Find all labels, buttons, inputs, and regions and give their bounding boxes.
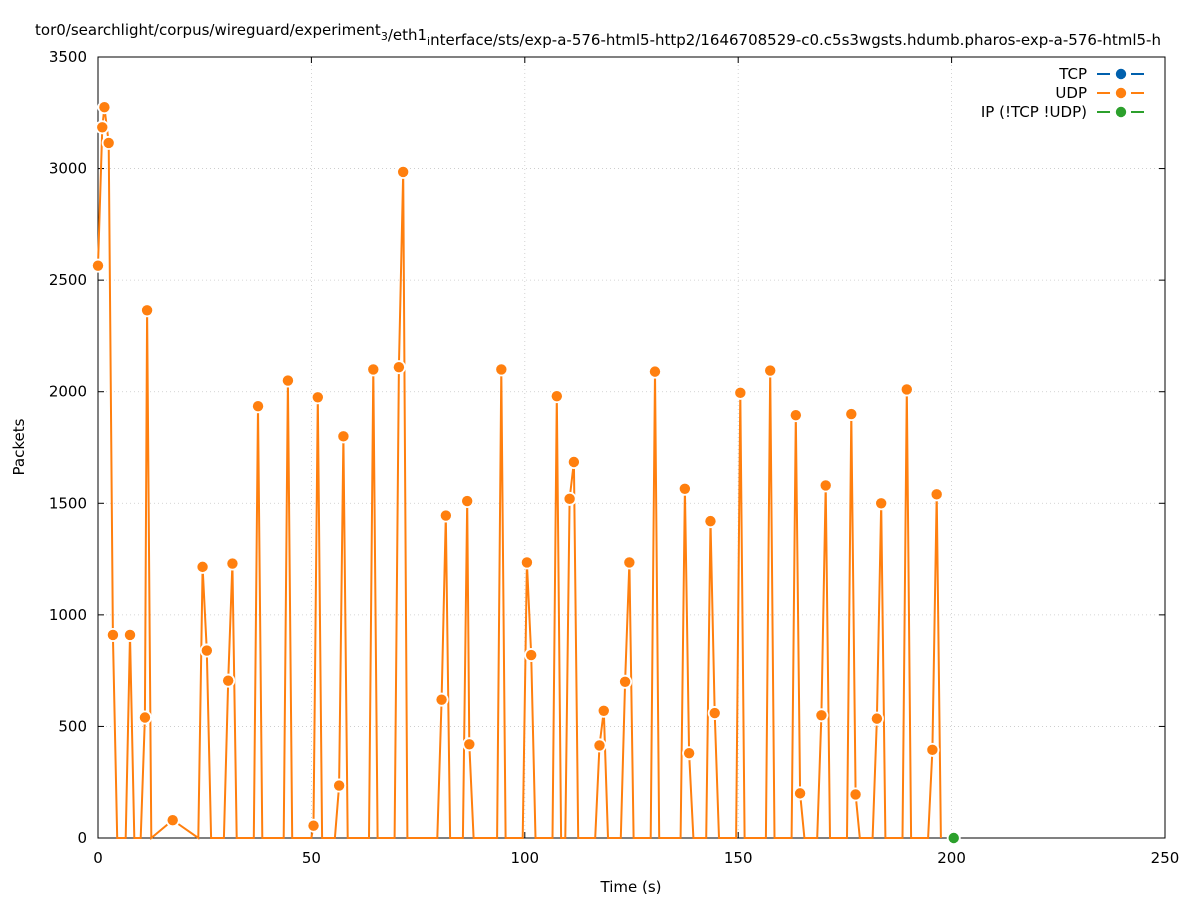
legend-label: UDP — [1055, 84, 1087, 102]
data-point — [227, 558, 238, 569]
data-point — [551, 390, 563, 402]
title-segment: nterface/sts/exp-a-576-html5-http2/16467… — [430, 31, 1161, 49]
data-point — [679, 483, 691, 494]
data-point — [99, 102, 110, 113]
x-tick-label: 150 — [724, 849, 753, 867]
series-layer — [91, 100, 961, 845]
data-point — [927, 744, 938, 756]
data-point — [705, 515, 716, 527]
data-point — [92, 260, 104, 271]
data-point — [436, 694, 447, 705]
series-line — [97, 107, 942, 841]
legend-marker — [1115, 68, 1127, 80]
data-point — [167, 814, 178, 826]
title-segment: tor0/searchlight/corpus/wireguard/experi… — [35, 21, 381, 39]
data-point — [308, 820, 319, 831]
x-tick-label: 0 — [93, 849, 103, 867]
data-point — [816, 710, 827, 721]
x-tick-label: 250 — [1151, 849, 1180, 867]
data-point — [846, 408, 857, 420]
data-point — [820, 480, 831, 491]
data-point — [624, 557, 635, 568]
plot-frame — [97, 56, 1166, 839]
legend-label: TCP — [1058, 65, 1087, 83]
data-point — [765, 365, 776, 376]
x-tick-label: 200 — [937, 849, 966, 867]
data-point — [564, 493, 575, 505]
data-point — [790, 409, 802, 421]
data-point — [521, 557, 533, 568]
y-tick-label: 3000 — [49, 160, 87, 178]
y-tick-label: 500 — [58, 717, 87, 735]
data-point — [931, 489, 942, 500]
data-point — [594, 740, 605, 751]
data-point — [103, 137, 114, 149]
legend-marker — [1115, 106, 1127, 118]
data-point — [619, 676, 631, 687]
axis-ticks: 0 50 100 150 200 2500500100015002000250030003… — [49, 48, 1180, 867]
data-point — [440, 510, 452, 521]
data-point — [368, 364, 379, 375]
data-point — [948, 832, 959, 844]
data-point — [526, 649, 537, 661]
series-1 — [91, 100, 944, 841]
y-tick-label: 2500 — [49, 271, 87, 289]
x-axis-label: Time (s) — [600, 878, 662, 896]
data-point — [197, 561, 208, 573]
data-point — [393, 361, 405, 373]
title-subscript: 3 — [381, 30, 388, 43]
data-point — [222, 675, 234, 686]
title-subscript: i — [427, 35, 430, 48]
legend-marker — [1115, 87, 1127, 99]
y-axis-label: Packets — [10, 418, 28, 475]
data-point — [124, 629, 136, 641]
data-point — [97, 122, 108, 133]
data-point — [464, 739, 475, 750]
data-point — [252, 401, 264, 412]
title-segment: /eth1 — [388, 26, 427, 44]
data-point — [107, 629, 119, 641]
data-point — [735, 387, 746, 399]
y-tick-label: 2000 — [49, 383, 87, 401]
data-point — [850, 789, 861, 800]
data-point — [282, 375, 294, 386]
y-tick-label: 0 — [77, 829, 87, 847]
data-point — [709, 707, 720, 719]
y-tick-label: 3500 — [49, 48, 87, 66]
data-point — [461, 495, 473, 507]
data-point — [875, 498, 887, 509]
data-point — [338, 431, 349, 442]
x-tick-label: 100 — [510, 849, 539, 867]
data-point — [312, 392, 324, 403]
data-point — [201, 645, 213, 656]
legend-label: IP (!TCP !UDP) — [981, 103, 1087, 121]
x-tick-label: 50 — [302, 849, 321, 867]
data-point — [794, 788, 806, 799]
data-point — [496, 364, 507, 375]
data-point — [683, 748, 695, 759]
data-point — [568, 456, 580, 468]
data-point — [649, 366, 661, 377]
chart-title: tor0/searchlight/corpus/wireguard/experi… — [35, 21, 1161, 49]
y-tick-label: 1000 — [49, 606, 87, 624]
data-point — [871, 713, 883, 724]
data-point — [598, 705, 609, 717]
y-tick-label: 1500 — [49, 494, 87, 512]
data-point — [397, 166, 409, 178]
data-point — [901, 384, 912, 395]
series-2 — [946, 831, 961, 845]
data-point — [139, 712, 151, 723]
data-point — [141, 305, 153, 316]
data-point — [333, 780, 345, 791]
